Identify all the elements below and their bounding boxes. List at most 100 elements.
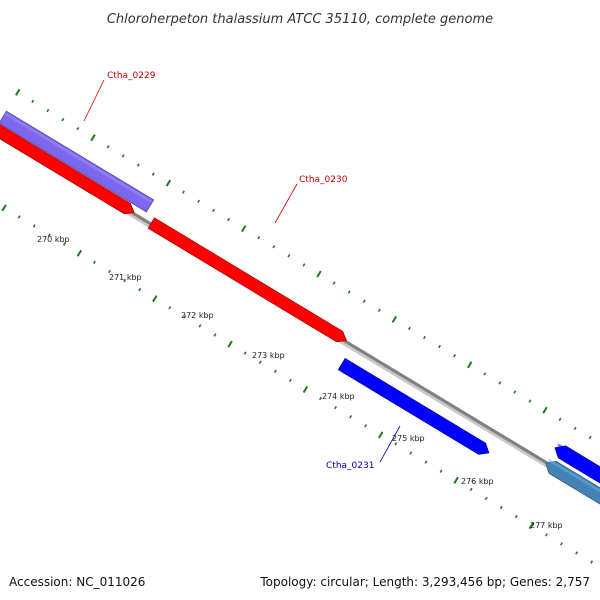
inner-minor-tick <box>424 460 428 464</box>
tick-label: 270 kbp <box>37 235 70 244</box>
gene-feature[interactable] <box>545 459 600 508</box>
inner-minor-tick <box>258 360 262 364</box>
inner-minor-tick <box>183 315 187 319</box>
inner-minor-tick <box>394 442 398 446</box>
outer-tick-ring <box>15 88 592 440</box>
gene-arrow[interactable] <box>0 110 155 213</box>
inner-tick-ring <box>1 204 594 564</box>
gene-highlight <box>153 219 342 335</box>
gene-feature[interactable] <box>0 110 155 213</box>
inner-minor-tick <box>484 496 488 501</box>
inner-minor-tick <box>32 224 36 228</box>
gene-highlight <box>5 113 152 203</box>
outer-minor-tick <box>362 299 366 303</box>
outer-minor-tick <box>453 353 457 358</box>
inner-minor-tick <box>213 333 217 337</box>
gene-highlight <box>548 459 600 493</box>
outer-minor-tick <box>121 154 125 158</box>
gene-label-leader <box>379 425 401 463</box>
outer-major-tick <box>241 225 247 233</box>
inner-minor-tick <box>545 533 548 537</box>
inner-minor-tick <box>439 469 443 473</box>
outer-major-tick <box>316 270 322 278</box>
outer-minor-tick <box>347 290 351 294</box>
outer-minor-tick <box>287 254 291 258</box>
outer-minor-tick <box>197 199 200 204</box>
inner-minor-tick <box>17 215 21 219</box>
inner-minor-tick <box>590 560 594 564</box>
gene-feature[interactable] <box>147 217 348 343</box>
outer-minor-tick <box>257 235 261 240</box>
outer-minor-tick <box>332 281 336 285</box>
inner-major-tick <box>227 340 233 348</box>
gene-arrow[interactable] <box>554 445 600 493</box>
inner-major-tick <box>152 295 158 303</box>
gene-label-leader <box>274 183 298 224</box>
inner-minor-tick <box>334 405 337 410</box>
gene-arrow[interactable] <box>337 357 490 455</box>
inner-minor-tick <box>514 514 518 519</box>
inner-minor-tick <box>198 324 202 328</box>
outer-minor-tick <box>438 344 441 349</box>
gene-feature[interactable] <box>0 124 135 215</box>
outer-minor-tick <box>272 244 276 249</box>
inner-minor-tick <box>499 505 503 510</box>
gene-highlight <box>0 126 129 207</box>
tick-label: 276 kbp <box>461 477 494 486</box>
tick-label: 272 kbp <box>181 311 214 320</box>
outer-minor-tick <box>498 381 502 385</box>
outer-minor-tick <box>588 435 592 440</box>
outer-minor-tick <box>302 263 306 267</box>
inner-minor-tick <box>273 369 277 374</box>
inner-minor-tick <box>349 414 353 419</box>
outer-minor-tick <box>227 217 231 222</box>
outer-minor-tick <box>136 163 140 167</box>
outer-minor-tick <box>483 372 487 376</box>
inner-minor-tick <box>319 396 322 401</box>
inner-major-tick <box>302 385 309 394</box>
gene-feature[interactable] <box>554 443 600 493</box>
map-title: Chloroherpeton thalassium ATCC 35110, co… <box>107 12 493 27</box>
gene-feature[interactable] <box>337 357 490 455</box>
gene-arrow[interactable] <box>545 460 600 508</box>
gene-label[interactable]: Ctha_0230 <box>299 175 348 185</box>
inner-minor-tick <box>575 551 579 555</box>
tick-label: 271 kbp <box>109 273 142 282</box>
inner-major-tick <box>1 204 7 212</box>
tick-label: 277 kbp <box>530 521 563 530</box>
outer-major-tick <box>542 406 548 414</box>
outer-major-tick <box>165 179 172 187</box>
outer-major-tick <box>15 88 21 96</box>
outer-major-tick <box>467 361 473 369</box>
tick-label: 274 kbp <box>322 392 355 401</box>
outer-minor-tick <box>46 108 50 113</box>
gene-highlight <box>343 360 484 447</box>
outer-minor-tick <box>573 426 577 431</box>
inner-minor-tick <box>47 233 51 237</box>
outer-minor-tick <box>212 208 215 213</box>
inner-minor-tick <box>364 424 368 428</box>
inner-major-tick <box>76 249 83 257</box>
outer-minor-tick <box>61 117 65 122</box>
inner-minor-tick <box>168 306 172 310</box>
outer-major-tick <box>391 315 398 323</box>
inner-minor-tick <box>409 451 413 455</box>
gene-label[interactable]: Ctha_0231 <box>326 461 374 471</box>
outer-minor-tick <box>151 172 155 176</box>
gene-label[interactable]: Ctha_0229 <box>107 71 156 81</box>
inner-minor-tick <box>123 278 127 283</box>
gene-label-leader <box>83 79 105 122</box>
genome-summary-text: Topology: circular; Length: 3,293,456 bp… <box>260 575 590 589</box>
gene-arrow[interactable] <box>147 217 348 343</box>
inner-minor-tick <box>243 351 247 355</box>
tick-label: 275 kbp <box>392 434 425 443</box>
outer-minor-tick <box>407 326 411 331</box>
inner-minor-tick <box>138 287 142 292</box>
outer-minor-tick <box>528 399 532 403</box>
inner-major-tick <box>528 522 535 530</box>
inner-major-tick <box>378 431 384 439</box>
inner-minor-tick <box>93 260 96 265</box>
outer-minor-tick <box>513 390 517 394</box>
outer-minor-tick <box>31 99 35 104</box>
